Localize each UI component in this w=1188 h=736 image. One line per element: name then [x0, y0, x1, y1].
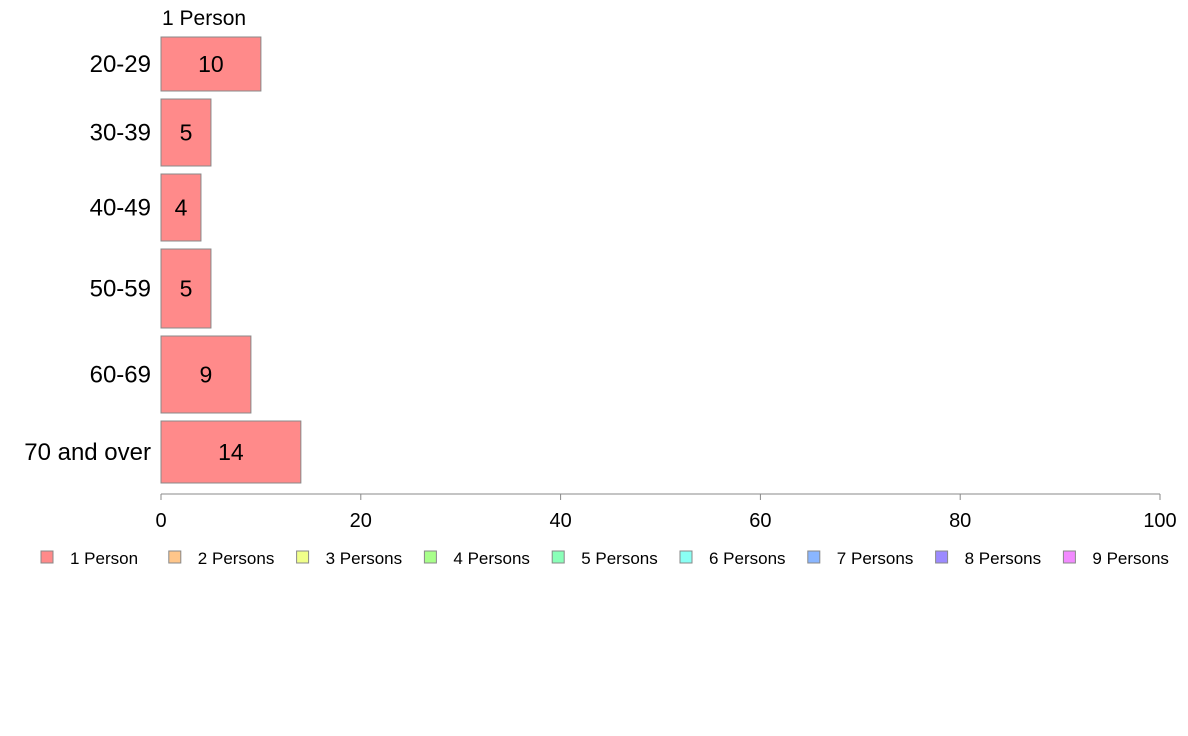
legend-swatch: [40, 550, 54, 564]
legend-swatch: [935, 550, 949, 564]
bar-value-label: 5: [180, 276, 193, 302]
bar: [160, 173, 202, 242]
legend-swatch: [807, 550, 821, 564]
y-tick-label: 70 and over: [24, 439, 151, 466]
x-tick-label: 40: [549, 510, 571, 532]
legend-swatch: [423, 550, 437, 564]
x-tick-label: 80: [949, 510, 971, 532]
y-tick-label: 20-29: [90, 51, 151, 78]
legend-label: 5 Persons: [581, 549, 658, 568]
legend-swatch: [1062, 550, 1076, 564]
bar-value-label: 10: [198, 51, 224, 77]
bar-value-label: 5: [180, 120, 193, 146]
legend-label: 1 Person: [70, 549, 138, 568]
legend-label: 2 Persons: [198, 549, 275, 568]
y-tick-label: 50-59: [90, 276, 151, 303]
legend-label: 7 Persons: [837, 549, 914, 568]
series-label: 1 Person: [162, 7, 246, 30]
legend-label: 4 Persons: [453, 549, 530, 568]
bar: [160, 420, 302, 484]
x-tick-label: 100: [1143, 510, 1176, 532]
legend-label: 8 Persons: [965, 549, 1042, 568]
legend-label: 6 Persons: [709, 549, 786, 568]
y-tick-label: 40-49: [90, 195, 151, 222]
x-tick-label: 20: [350, 510, 372, 532]
bar-value-label: 14: [218, 439, 244, 465]
bar-value-label: 9: [200, 362, 213, 388]
bar: [160, 98, 212, 167]
x-tick-label: 0: [155, 510, 166, 532]
legend-swatch: [296, 550, 310, 564]
x-tick-label: 60: [749, 510, 771, 532]
bars-layer: 10 5 4 5 9 14: [160, 36, 302, 484]
bar: [160, 335, 252, 414]
legend-swatch: [168, 550, 182, 564]
legend-label: 3 Persons: [326, 549, 403, 568]
legend-swatch: [679, 550, 693, 564]
bar: [160, 36, 262, 92]
legend-swatch: [551, 550, 565, 564]
bar-value-label: 4: [175, 195, 188, 221]
y-tick-label: 60-69: [90, 362, 151, 389]
legend-label: 9 Persons: [1092, 549, 1169, 568]
legend: 1 Person 2 Persons 3 Persons 4 Persons 5 Per…: [40, 549, 1169, 568]
bar: [160, 248, 212, 329]
x-axis: 0 20 40 60 80 100: [155, 493, 1177, 532]
y-tick-label: 30-39: [90, 120, 151, 147]
y-axis-labels: 20-29 30-39 40-49 50-59 60-69 70 and over: [24, 51, 151, 466]
